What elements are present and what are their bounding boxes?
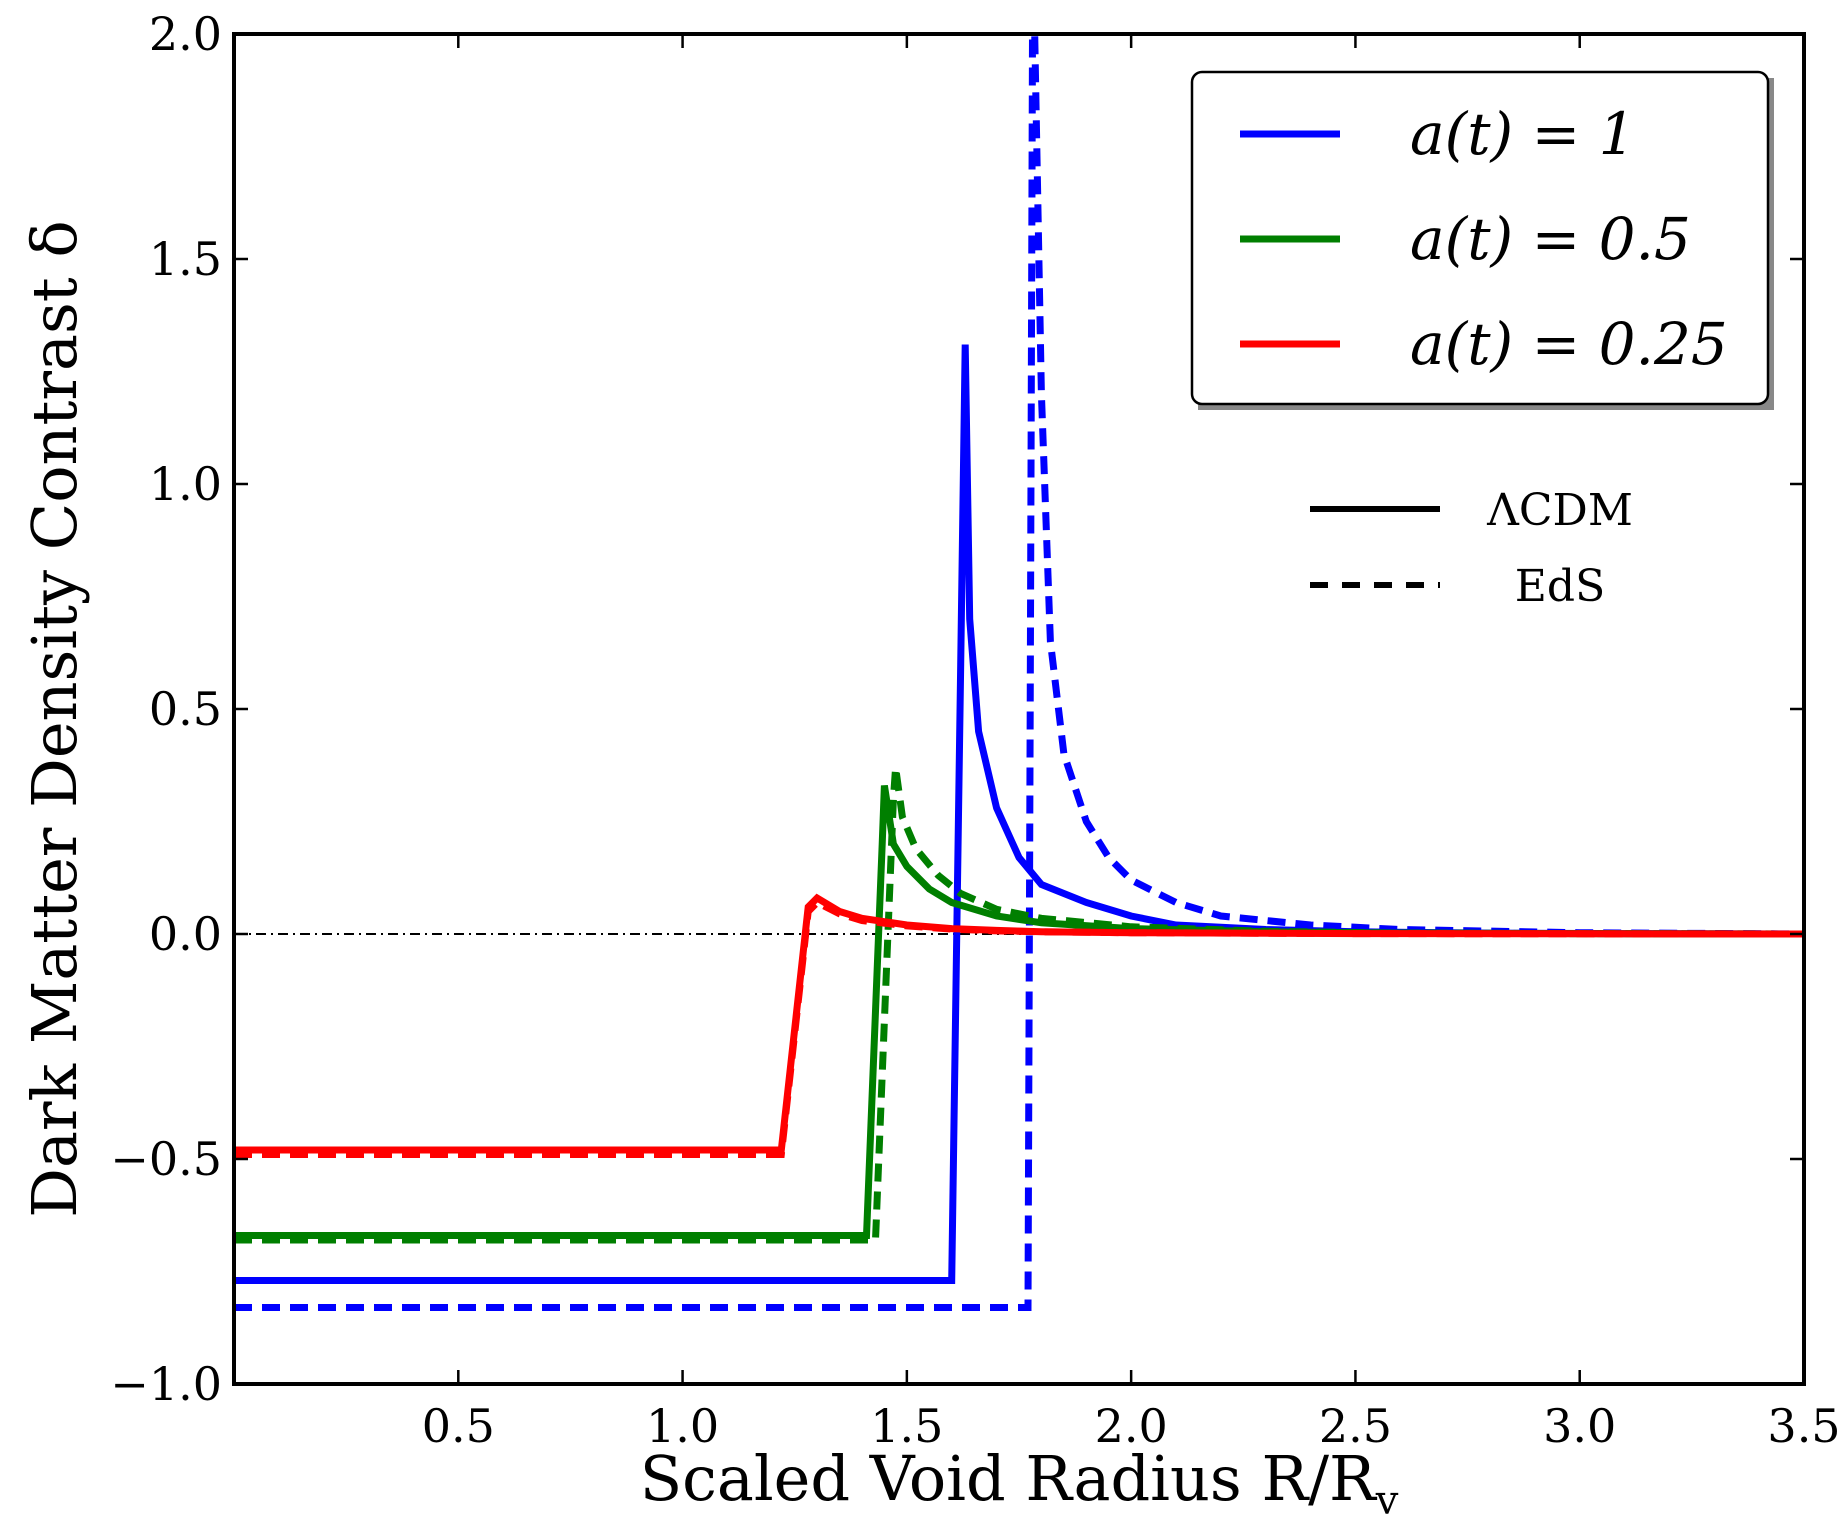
y-tick-label: 1.5 xyxy=(149,232,222,286)
style-legend: ΛCDM EdS xyxy=(1310,485,1633,612)
x-axis-title: Scaled Void Radius R/Rv xyxy=(640,1442,1399,1521)
x-axis-title-main: Scaled Void Radius R/R xyxy=(640,1442,1378,1515)
style-legend-label: ΛCDM xyxy=(1486,485,1633,536)
x-tick-label: 1.0 xyxy=(646,1399,719,1453)
y-tick-label: 0.0 xyxy=(149,907,222,961)
y-tick-label: −0.5 xyxy=(110,1132,222,1186)
x-tick-label: 2.0 xyxy=(1095,1399,1168,1453)
series-line-4-solid xyxy=(234,893,1804,1154)
x-axis-title-subscript: v xyxy=(1375,1478,1399,1521)
y-tick-label: 1.0 xyxy=(149,457,222,511)
x-tick-label: 2.5 xyxy=(1319,1399,1392,1453)
series-line-1-dashed xyxy=(234,34,1804,1311)
series-lines xyxy=(234,34,1804,1311)
y-tick-label: 2.0 xyxy=(149,7,222,61)
legend-box xyxy=(1190,70,1770,406)
y-tick-label: −1.0 xyxy=(110,1357,222,1411)
legend: a(t) = 1 a(t) = 0.5 a(t) = 0.25 xyxy=(1190,70,1774,410)
x-tick-label: 3.0 xyxy=(1543,1399,1616,1453)
legend-label: a(t) = 1 xyxy=(1410,100,1636,168)
x-tick-label: 3.5 xyxy=(1767,1399,1840,1453)
x-tick-label: 1.5 xyxy=(870,1399,943,1453)
series-line-5-dashed xyxy=(234,898,1804,1158)
legend-label: a(t) = 0.5 xyxy=(1410,205,1691,273)
y-axis-title: Dark Matter Density Contrast δ xyxy=(18,220,91,1218)
style-legend-label: EdS xyxy=(1515,561,1605,612)
series-line-3-dashed xyxy=(234,767,1804,1244)
x-tick-label: 0.5 xyxy=(422,1399,495,1453)
y-tick-label: 0.5 xyxy=(149,682,222,736)
legend-label: a(t) = 0.25 xyxy=(1410,310,1728,378)
axis-ticks: 0.5 1.0 1.5 2.0 2.5 3.0 3.5 −1.0 −0.5 0.0 0.5 1.0 1.… xyxy=(110,7,1840,1453)
